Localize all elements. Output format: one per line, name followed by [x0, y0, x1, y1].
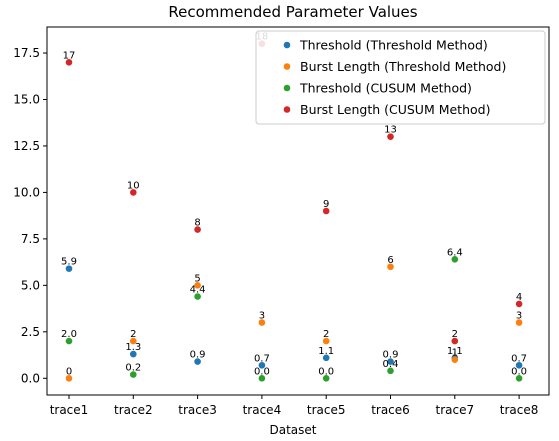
- data-point: [130, 371, 137, 378]
- data-point: [194, 282, 201, 289]
- data-label: 0.0: [318, 366, 334, 377]
- data-label: 6.4: [447, 247, 463, 258]
- legend-marker: [283, 63, 291, 70]
- data-point: [194, 226, 201, 233]
- data-label: 2: [452, 329, 458, 340]
- legend-marker: [283, 106, 291, 113]
- data-label: 3: [516, 311, 522, 322]
- x-tick-label: trace6: [371, 403, 410, 417]
- data-label: 5.9: [61, 257, 77, 268]
- data-label: 2: [130, 329, 136, 340]
- legend-box: [255, 30, 546, 125]
- legend-entry: Threshold (Threshold Method): [299, 38, 488, 53]
- data-point: [387, 263, 394, 271]
- data-label: 0.9: [190, 350, 206, 361]
- x-tick-label: trace3: [178, 403, 217, 417]
- data-point: [65, 337, 73, 345]
- data-point: [65, 59, 73, 66]
- data-point: [322, 354, 330, 362]
- data-point: [258, 374, 266, 382]
- x-tick-label: trace2: [114, 403, 153, 417]
- data-point: [515, 300, 523, 308]
- y-tick-label: 17.5: [13, 46, 40, 60]
- y-tick-label: 5.0: [21, 278, 40, 292]
- data-point: [130, 350, 137, 358]
- data-label: 1.1: [447, 346, 463, 357]
- data-label: 1.1: [318, 346, 334, 357]
- chart-title: Recommended Parameter Values: [168, 3, 417, 21]
- legend: Threshold (Threshold Method) Burst Length…: [255, 30, 546, 125]
- legend-marker: [283, 41, 291, 49]
- y-tick-label: 10.0: [13, 185, 40, 199]
- data-point: [451, 256, 459, 263]
- data-label: 0.4: [383, 359, 399, 370]
- data-point: [322, 207, 330, 215]
- data-label: 0: [66, 366, 72, 377]
- data-point: [322, 337, 330, 345]
- data-point: [515, 319, 523, 326]
- data-label: 1: [452, 348, 458, 359]
- x-tick-label: trace8: [500, 403, 539, 417]
- data-point: [451, 356, 459, 363]
- legend-entry: Burst Length (Threshold Method): [300, 59, 506, 74]
- data-label: 9: [323, 199, 329, 210]
- legend-entry: Burst Length (CUSUM Method): [300, 102, 490, 117]
- data-point: [130, 189, 137, 196]
- legend-marker: [283, 84, 291, 92]
- data-label: 0.9: [383, 350, 399, 361]
- data-label: 17: [63, 50, 76, 61]
- y-tick-label: 15.0: [13, 92, 40, 106]
- data-point: [515, 374, 523, 382]
- data-label: 8: [194, 218, 200, 229]
- data-label: 13: [384, 125, 397, 136]
- legend-entry: Threshold (CUSUM Method): [299, 81, 472, 96]
- x-tick-label: trace5: [307, 403, 346, 417]
- data-label: 3: [259, 311, 265, 322]
- data-label: 2: [323, 329, 329, 340]
- data-point: [387, 367, 394, 375]
- data-label: 10: [127, 180, 140, 191]
- y-tick-label: 2.5: [21, 325, 40, 339]
- data-point: [387, 133, 394, 140]
- x-tick-label: trace7: [435, 403, 474, 417]
- data-point: [258, 319, 266, 326]
- x-axis-label: Dataset: [270, 423, 317, 437]
- data-point: [387, 358, 394, 365]
- x-tick-label: trace1: [50, 403, 89, 417]
- axes-frame: [46, 26, 550, 396]
- data-label: 0.0: [511, 366, 527, 377]
- data-label: 1.3: [125, 342, 141, 353]
- data-label: 2.0: [61, 329, 77, 340]
- data-point: [194, 293, 201, 300]
- data-label: 0.7: [254, 353, 270, 364]
- data-point: [258, 361, 266, 369]
- data-point: [65, 265, 73, 272]
- data-point: [322, 374, 330, 382]
- data-point: [194, 358, 201, 365]
- data-point: [130, 337, 137, 345]
- data-label: 0.2: [125, 363, 141, 374]
- data-point: [65, 374, 73, 382]
- data-label: 4: [516, 292, 522, 303]
- x-tick-label: trace4: [243, 403, 282, 417]
- y-tick-label: 12.5: [13, 139, 40, 153]
- y-tick-label: 7.5: [21, 232, 40, 246]
- data-label: 0.7: [511, 353, 527, 364]
- data-label: 4.4: [190, 284, 206, 295]
- data-label: 5: [194, 273, 200, 284]
- y-tick-label: 0.0: [21, 371, 40, 385]
- data-point: [451, 337, 459, 345]
- data-label: 6: [387, 255, 393, 266]
- data-label: 0.0: [254, 366, 270, 377]
- data-point: [515, 361, 523, 369]
